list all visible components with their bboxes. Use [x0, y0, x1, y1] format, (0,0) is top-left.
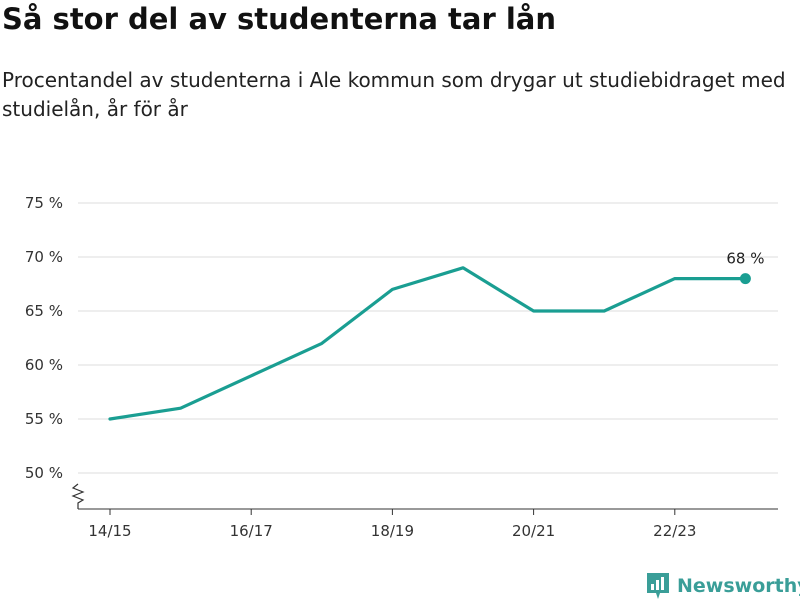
last-point-label: 68 %	[726, 250, 764, 268]
chart-subtitle: Procentandel av studenterna i Ale kommun…	[2, 68, 786, 121]
series-line	[108, 266, 748, 421]
chart-title: Så stor del av studenterna tar lån	[2, 2, 557, 36]
labels: 50 % 55 % 60 % 65 % 70 % 75 % 14/15 16/17 18/19 2…	[25, 194, 765, 540]
x-tick-label: 18/19	[371, 522, 414, 540]
brand-name: Newsworthy	[677, 575, 800, 597]
y-tick-label: 70 %	[25, 248, 63, 266]
bar-chart-icon	[647, 573, 669, 599]
grid-lines	[78, 202, 778, 474]
series	[108, 266, 751, 421]
x-tick-label: 16/17	[230, 522, 273, 540]
axis-break-icon	[71, 483, 85, 509]
x-tick-label: 20/21	[512, 522, 555, 540]
x-tick-label: 22/23	[653, 522, 696, 540]
y-tick-label: 75 %	[25, 194, 63, 212]
axes	[71, 483, 778, 515]
y-tick-label: 55 %	[25, 410, 63, 428]
y-tick-label: 50 %	[25, 464, 63, 482]
y-tick-label: 60 %	[25, 356, 63, 374]
y-tick-label: 65 %	[25, 302, 63, 320]
newsworthy-logo: Newsworthy	[645, 571, 800, 601]
x-tick-label: 14/15	[88, 522, 131, 540]
last-point-marker	[739, 273, 751, 285]
